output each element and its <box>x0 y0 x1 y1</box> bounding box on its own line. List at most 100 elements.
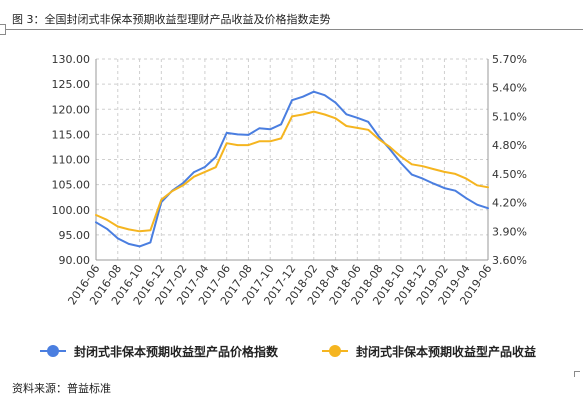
series-lines <box>95 90 489 248</box>
point-yield <box>400 155 402 158</box>
y-left-tick-label: 100.00 <box>52 204 91 217</box>
point-yield <box>465 177 468 180</box>
series-line-yield <box>95 110 489 233</box>
point-yield <box>95 214 97 216</box>
y-left-tick-label: 120.00 <box>52 103 91 116</box>
point-price-index <box>269 128 272 131</box>
point-price-index <box>487 207 489 210</box>
point-price-index <box>225 132 228 134</box>
point-yield <box>367 129 370 131</box>
legend: 封闭式非保本预期收益型产品价格指数 封闭式非保本预期收益型产品收益 <box>20 340 583 362</box>
point-yield <box>421 165 424 167</box>
point-yield <box>258 140 261 143</box>
point-yield <box>432 168 435 170</box>
point-price-index <box>116 237 119 240</box>
point-price-index <box>454 189 457 192</box>
y-right-tick-label: 3.60% <box>492 254 527 267</box>
point-price-index <box>106 228 108 230</box>
point-yield <box>389 146 391 148</box>
point-price-index <box>193 171 195 173</box>
legend-item-index: 封闭式非保本预期收益型产品价格指数 <box>40 340 278 362</box>
point-price-index <box>95 221 97 224</box>
y-right-tick-label: 4.50% <box>492 168 527 181</box>
point-yield <box>312 110 315 113</box>
title-divider <box>0 29 583 30</box>
point-price-index <box>182 182 184 184</box>
point-yield <box>454 173 457 175</box>
point-price-index <box>247 134 250 136</box>
legend-marker-index <box>40 345 66 357</box>
point-yield <box>487 186 489 189</box>
legend-item-yield: 封闭式非保本预期收益型产品收益 <box>322 340 536 362</box>
point-price-index <box>421 177 424 180</box>
point-price-index <box>302 95 304 98</box>
point-price-index <box>356 116 359 119</box>
point-price-index <box>410 173 413 176</box>
y-left-tick-label: 115.00 <box>52 128 91 141</box>
source-note: 资料来源：普益标准 <box>12 382 111 395</box>
point-price-index <box>149 241 152 244</box>
point-price-index <box>378 136 380 138</box>
point-yield <box>443 171 446 173</box>
point-yield <box>302 113 304 116</box>
point-price-index <box>236 133 239 136</box>
point-yield <box>214 166 217 168</box>
y-left-tick-label: 110.00 <box>52 154 91 167</box>
y-left-tick-label: 105.00 <box>52 179 91 192</box>
point-price-index <box>345 113 348 116</box>
line-chart: 90.00 95.00 100.00 105.00 110.00 115.00 120.00… <box>52 53 527 307</box>
y-left-tick-label: 125.00 <box>52 78 91 91</box>
y-right-tick-label: 5.40% <box>492 82 527 95</box>
y-right-tick-label: 4.20% <box>492 197 527 210</box>
y-right-tick-label: 5.70% <box>492 53 527 66</box>
point-yield <box>356 127 359 129</box>
point-price-index <box>258 127 261 130</box>
tick-labels: 90.00 95.00 100.00 105.00 110.00 115.00 120.00… <box>52 53 527 307</box>
point-price-index <box>291 99 293 102</box>
point-yield <box>160 198 163 201</box>
point-price-index <box>204 166 206 168</box>
point-price-index <box>465 197 468 199</box>
legend-dot-index <box>47 345 59 357</box>
point-yield <box>116 225 119 228</box>
point-yield <box>225 142 228 145</box>
y-right-tick-label: 3.90% <box>492 225 527 238</box>
point-price-index <box>400 162 402 164</box>
point-price-index <box>389 148 391 151</box>
point-price-index <box>443 187 446 189</box>
point-yield <box>171 190 174 192</box>
point-yield <box>476 184 478 187</box>
point-price-index <box>334 101 337 104</box>
legend-marker-yield <box>322 345 348 357</box>
point-yield <box>193 175 195 178</box>
point-yield <box>410 163 413 166</box>
point-yield <box>280 137 282 140</box>
point-price-index <box>138 245 141 248</box>
y-right-tick-label: 4.80% <box>492 139 527 152</box>
legend-label-yield: 封闭式非保本预期收益型产品收益 <box>356 344 537 359</box>
point-yield <box>291 115 293 118</box>
point-yield <box>106 219 108 221</box>
point-yield <box>149 229 152 232</box>
point-price-index <box>323 94 326 96</box>
y-left-tick-label: 130.00 <box>52 53 91 66</box>
point-yield <box>323 113 326 116</box>
legend-label-index: 封闭式非保本预期收益型产品价格指数 <box>74 344 279 359</box>
point-yield <box>236 144 239 146</box>
point-price-index <box>214 156 217 158</box>
point-yield <box>345 125 348 127</box>
y-left-tick-label: 95.00 <box>59 229 91 242</box>
point-yield <box>334 117 337 120</box>
source-corner-mark <box>574 371 580 377</box>
point-yield <box>269 140 272 143</box>
point-price-index <box>476 203 478 206</box>
point-price-index <box>280 123 282 126</box>
point-yield <box>204 171 206 173</box>
point-price-index <box>432 182 435 185</box>
title-corner-mark <box>0 24 6 35</box>
legend-dot-yield <box>329 345 341 357</box>
point-yield <box>247 144 250 146</box>
point-price-index <box>367 121 370 123</box>
point-price-index <box>312 90 315 93</box>
axes <box>95 59 489 261</box>
